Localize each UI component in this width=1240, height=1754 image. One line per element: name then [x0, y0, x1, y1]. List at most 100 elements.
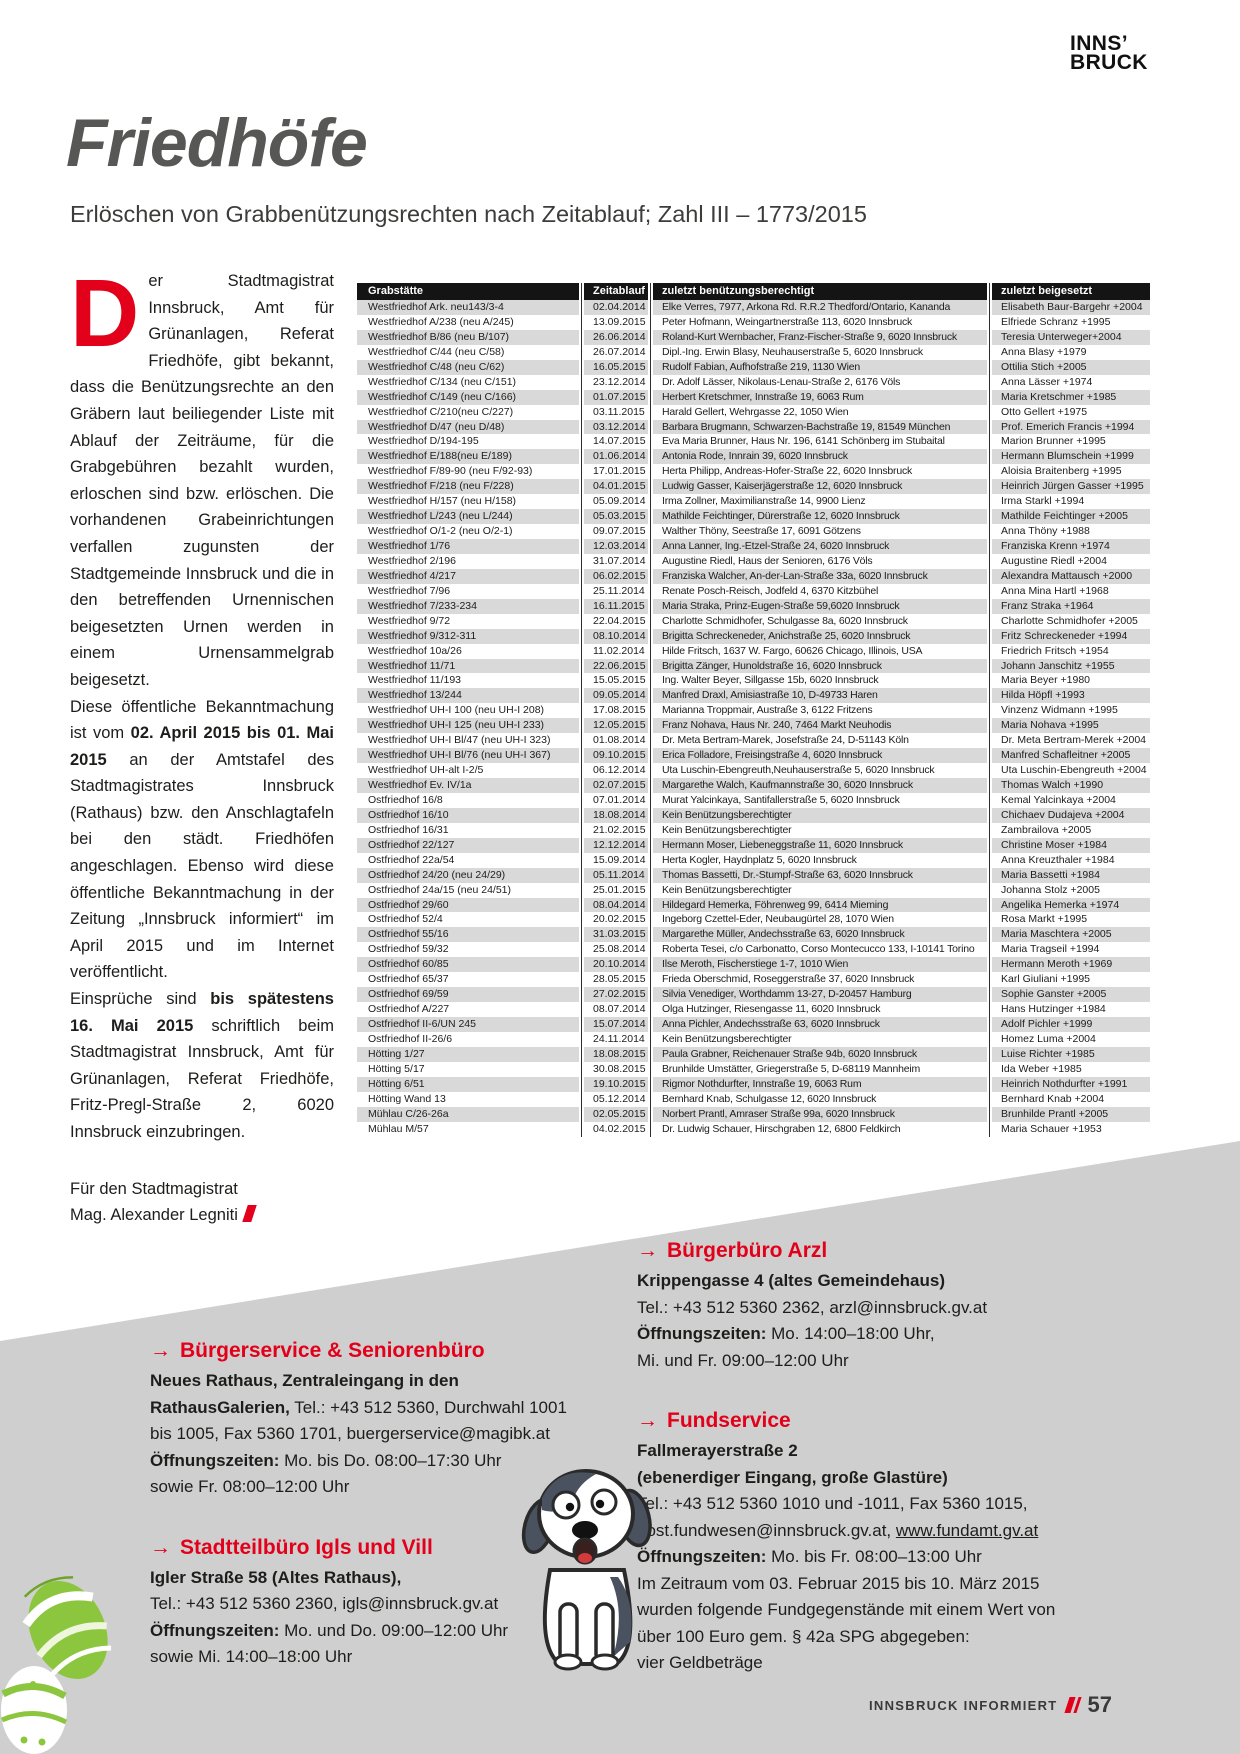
table-cell: Kein Benützungsberechtigter: [653, 882, 987, 898]
table-row: Ostfriedhof 22/127 12.12.2014 Hermann Mose…: [357, 837, 1150, 853]
table-row: Ostfriedhof 16/10 18.08.2014 Kein Benützun…: [357, 807, 1150, 823]
table-cell: 28.05.2015: [584, 972, 648, 988]
table-cell: Westfriedhof L/243 (neu L/244): [357, 509, 579, 525]
contact-line: sowie Fr. 08:00–12:00 Uhr: [150, 1477, 350, 1496]
table-cell: 17.08.2015: [584, 703, 648, 719]
table-row: Westfriedhof Ark. neu143/3-4 02.04.2014 El…: [357, 300, 1150, 315]
table-cell: Westfriedhof D/194-195: [357, 434, 579, 450]
table-cell: Westfriedhof Ark. neu143/3-4: [357, 300, 579, 315]
table-cell: 31.07.2014: [584, 553, 648, 569]
table-cell: 05.12.2014: [584, 1091, 648, 1107]
contact-line: Tel.: +43 512 5360 1010 und -1011, Fax 5…: [637, 1494, 1028, 1513]
table-cell: Ostfriedhof 55/16: [357, 927, 579, 943]
table-cell: Dr. Meta Bertram-Merek +2004: [992, 733, 1150, 749]
table-cell: Rigmor Nothdurfter, Innstraße 19, 6063 R…: [653, 1076, 987, 1092]
table-cell: Franz Straka +1964: [992, 598, 1150, 614]
table-cell: 23.12.2014: [584, 374, 648, 390]
column-header-grabstaette: Grabstätte: [357, 283, 579, 300]
table-row: Westfriedhof 10a/26 11.02.2014 Hilde Frits…: [357, 643, 1150, 659]
red-slashes-icon: [1063, 1697, 1082, 1713]
arrow-icon: →: [150, 1339, 171, 1362]
table-cell: 14.07.2015: [584, 434, 648, 450]
table-cell: 22.04.2015: [584, 613, 648, 629]
table-cell: Hötting Wand 13: [357, 1091, 579, 1107]
table-cell: 09.05.2014: [584, 688, 648, 704]
table-cell: 02.04.2014: [584, 300, 648, 315]
contact-block: → Bürgerservice & Seniorenbüro Neues Ratha…: [150, 1338, 600, 1501]
table-cell: Mühlau C/26-26a: [357, 1106, 579, 1122]
table-row: Westfriedhof 9/312-311 08.10.2014 Brigitta…: [357, 628, 1150, 644]
table-row: Westfriedhof O/1-2 (neu O/2-1) 09.07.2015…: [357, 524, 1150, 539]
table-cell: Anna Thöny +1988: [992, 524, 1150, 539]
table-cell: Elfriede Schranz +1995: [992, 314, 1150, 330]
table-cell: Brunhilde Umstätter, Griegerstraße 5, D-…: [653, 1061, 987, 1077]
table-cell: Vinzenz Widmann +1995: [992, 703, 1150, 719]
table-cell: Uta Luschin-Ebengreuth +2004: [992, 763, 1150, 778]
table-cell: Hermann Meroth +1969: [992, 957, 1150, 973]
column-header-benuetzungsberechtigt: zuletzt benützungsberechtigt: [653, 283, 987, 300]
easter-eggs-illustration: [0, 1576, 112, 1754]
table-cell: Marion Brunner +1995: [992, 434, 1150, 450]
arrow-icon: →: [637, 1409, 658, 1432]
table-cell: 27.02.2015: [584, 987, 648, 1003]
arrow-icon: →: [150, 1535, 171, 1559]
table-cell: Homez Luma +2004: [992, 1031, 1150, 1047]
table-cell: Hermann Blumschein +1999: [992, 449, 1150, 465]
table-cell: Westfriedhof UH-I Bl/47 (neu UH-I 323): [357, 733, 579, 749]
table-cell: 20.02.2015: [584, 912, 648, 928]
table-cell: Ostfriedhof 59/32: [357, 942, 579, 958]
table-cell: Teresia Unterweger+2004: [992, 329, 1150, 345]
table-cell: Antonia Rode, Innrain 39, 6020 Innsbruck: [653, 449, 987, 465]
table-cell: Christine Moser +1984: [992, 837, 1150, 853]
contact-title: Fundservice: [667, 1409, 791, 1432]
table-cell: 01.08.2014: [584, 733, 648, 749]
table-cell: 15.05.2015: [584, 673, 648, 689]
table-cell: Westfriedhof 7/96: [357, 583, 579, 599]
table-cell: 19.10.2015: [584, 1076, 648, 1092]
table-cell: 06.02.2015: [584, 568, 648, 584]
table-row: Westfriedhof 1/76 12.03.2014 Anna Lanner, …: [357, 539, 1150, 554]
table-cell: Hilda Höpfl +1993: [992, 688, 1150, 704]
table-cell: 05.09.2014: [584, 494, 648, 510]
table-cell: Angelika Hemerka +1974: [992, 897, 1150, 913]
contact-line: sowie Mi. 14:00–18:00 Uhr: [150, 1647, 353, 1666]
table-cell: Otto Gellert +1975: [992, 404, 1150, 420]
table-row: Westfriedhof A/238 (neu A/245) 13.09.2015…: [357, 314, 1150, 330]
table-cell: 03.11.2015: [584, 404, 648, 420]
intro-paragraph: Einsprüche sind bis spätestens 16. Mai 2…: [70, 990, 334, 1141]
table-cell: 04.02.2015: [584, 1121, 648, 1137]
table-row: Ostfriedhof 59/32 25.08.2014 Roberta Tesei…: [357, 942, 1150, 958]
table-cell: Brunhilde Prantl +2005: [992, 1106, 1150, 1122]
table-cell: Ostfriedhof 29/60: [357, 897, 579, 913]
table-cell: Westfriedhof H/157 (neu H/158): [357, 494, 579, 510]
table-cell: 01.06.2014: [584, 449, 648, 465]
table-row: Hötting Wand 13 05.12.2014 Bernhard Knab, …: [357, 1091, 1150, 1107]
table-cell: 22.06.2015: [584, 658, 648, 674]
table-cell: Westfriedhof C/44 (neu C/58): [357, 344, 579, 360]
table-cell: Westfriedhof C/134 (neu C/151): [357, 374, 579, 390]
contact-heading: → Bürgerservice & Seniorenbüro: [150, 1338, 600, 1363]
table-cell: Ostfriedhof 16/10: [357, 807, 579, 823]
contact-line: Öffnungszeiten: Mo. und Do. 09:00–12:00 …: [150, 1620, 509, 1640]
web-link[interactable]: www.fundamt.gv.at: [895, 1520, 1039, 1540]
table-row: Westfriedhof D/194-195 14.07.2015 Eva Mari…: [357, 434, 1150, 450]
table-cell: Marianna Troppmair, Austraße 3, 6122 Fri…: [653, 703, 987, 719]
table-cell: Brigitta Schreckeneder, Anichstraße 25, …: [653, 628, 987, 644]
logo-line-2: BRUCK: [1070, 51, 1148, 74]
table-row: Westfriedhof 2/196 31.07.2014 Augustine Ri…: [357, 553, 1150, 569]
contact-block: → Fundservice Fallmerayerstraße 2 (ebenerdi…: [637, 1408, 1087, 1677]
table-row: Westfriedhof 7/233-234 16.11.2015 Maria St…: [357, 598, 1150, 614]
table-cell: 26.07.2014: [584, 344, 648, 360]
table-cell: Westfriedhof UH-I 100 (neu UH-I 208): [357, 703, 579, 719]
table-cell: Roberta Tesei, c/o Carbonatto, Corso Mon…: [653, 942, 987, 958]
table-cell: Chichaev Dudajeva +2004: [992, 807, 1150, 823]
table-cell: Ostfriedhof 24a/15 (neu 24/51): [357, 882, 579, 898]
table-cell: Kein Benützungsberechtigter: [653, 822, 987, 838]
table-cell: Kein Benützungsberechtigter: [653, 1031, 987, 1047]
arrow-icon: →: [637, 1239, 658, 1262]
table-cell: Ostfriedhof II-26/6: [357, 1031, 579, 1047]
table-cell: Westfriedhof C/48 (neu C/62): [357, 359, 579, 375]
table-row: Westfriedhof B/86 (neu B/107) 26.06.2014 R…: [357, 329, 1150, 345]
table-cell: 15.07.2014: [584, 1017, 648, 1032]
table-cell: 16.05.2015: [584, 359, 648, 375]
